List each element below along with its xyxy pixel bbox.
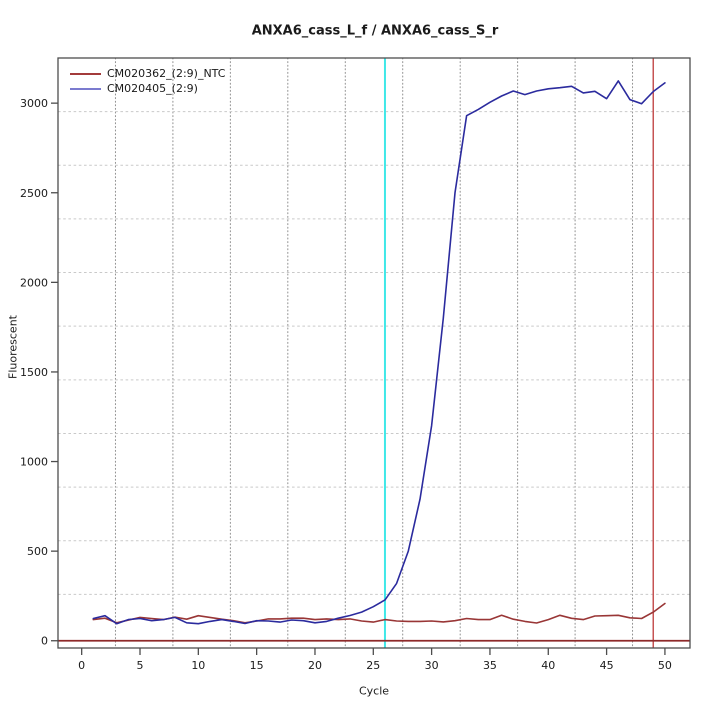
- x-tick-label: 0: [78, 659, 85, 672]
- x-tick-label: 35: [483, 659, 497, 672]
- y-tick-label: 2000: [20, 276, 48, 289]
- y-tick-label: 2500: [20, 187, 48, 200]
- x-tick-label: 40: [541, 659, 555, 672]
- y-tick-label: 3000: [20, 97, 48, 110]
- x-axis-label: Cycle: [358, 684, 390, 698]
- legend-label-sample: CM020405_(2:9): [107, 82, 198, 95]
- y-tick-label: 500: [27, 545, 48, 558]
- y-tick-label: 1500: [20, 366, 48, 379]
- plot-frame: [57, 57, 691, 649]
- x-tick-label: 10: [191, 659, 205, 672]
- x-tick-label: 15: [250, 659, 264, 672]
- legend-item-ntc: CM020362_(2:9)_NTC: [70, 66, 225, 81]
- legend: CM020362_(2:9)_NTC CM020405_(2:9): [70, 66, 225, 96]
- legend-line-swatch-ntc: [70, 72, 101, 75]
- curve-ntc: [92, 602, 666, 624]
- legend-item-sample: CM020405_(2:9): [70, 81, 225, 96]
- x-tick-label: 25: [366, 659, 380, 672]
- legend-label-ntc: CM020362_(2:9)_NTC: [107, 67, 226, 80]
- legend-line-swatch-sample: [70, 87, 101, 90]
- y-axis-label: Fluorescent: [6, 315, 20, 379]
- x-tick-label: 30: [425, 659, 439, 672]
- y-tick-label: 0: [41, 635, 48, 648]
- y-tick-label: 1000: [20, 456, 48, 469]
- x-tick-label: 20: [308, 659, 322, 672]
- x-tick-label: 45: [600, 659, 614, 672]
- curve-sample: [92, 80, 666, 625]
- x-tick-label: 50: [658, 659, 672, 672]
- x-tick-label: 5: [137, 659, 144, 672]
- plot-title: ANXA6_cass_L_f / ANXA6_cass_S_r: [251, 23, 499, 39]
